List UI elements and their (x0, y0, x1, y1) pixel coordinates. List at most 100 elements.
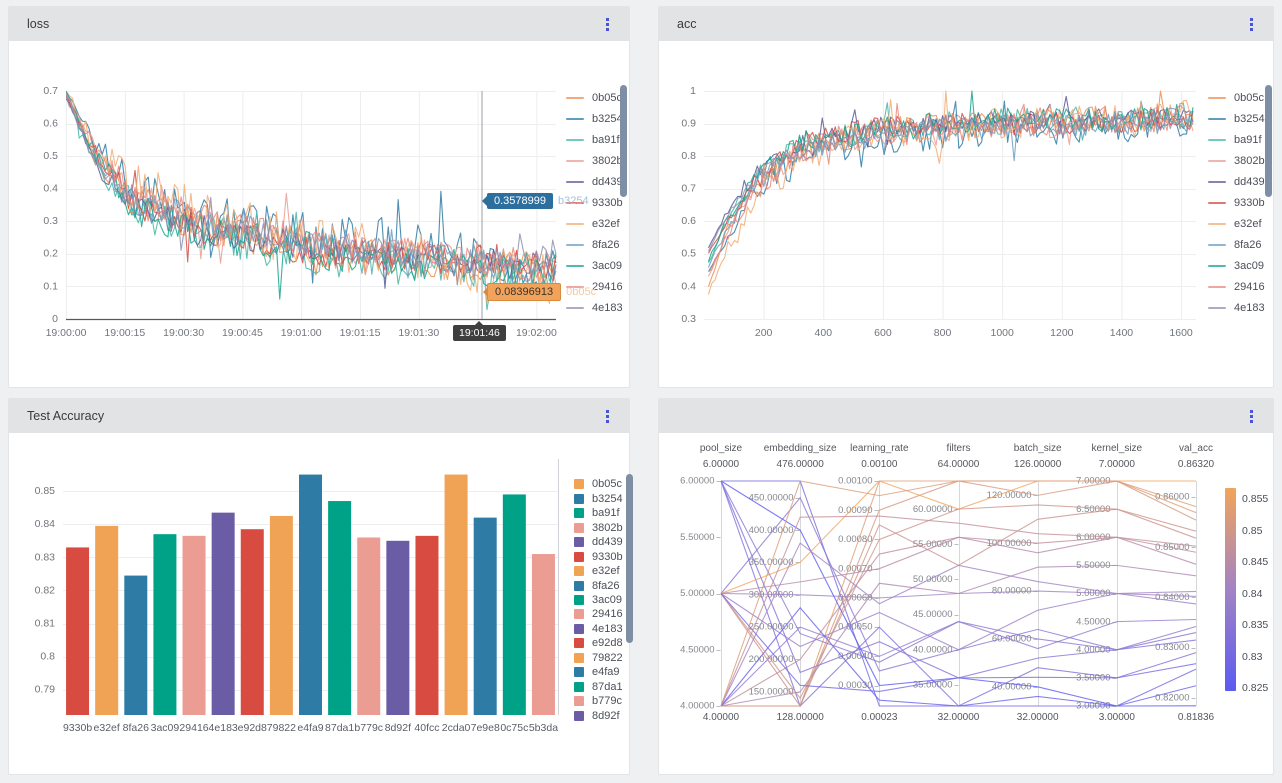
legend-swatch (566, 244, 584, 247)
panel-loss-content: 0b05c b3254 ba91f 3802b dd439 9330b e32ef 8fa26… (9, 41, 631, 389)
panel-test-accuracy-header: Test Accuracy (9, 399, 629, 433)
legend-swatch (566, 223, 584, 226)
legend-run-label: e32ef (592, 565, 620, 578)
loss-legend-scrollbar[interactable] (620, 85, 627, 197)
legend-swatch (574, 696, 584, 707)
legend-swatch (1208, 117, 1226, 120)
legend-run-label: ba91f (592, 133, 620, 146)
legend-swatch (1208, 159, 1226, 162)
test-accuracy-legend-scrollbar[interactable] (626, 474, 633, 643)
legend-run-label: 3802b (592, 521, 623, 534)
legend-item-3ac09[interactable]: 3ac09 (574, 593, 623, 607)
pc-axis-min-kernel_size: 3.00000 (1098, 712, 1135, 723)
legend-swatch (566, 159, 584, 162)
legend-item-b3254[interactable]: b3254 (574, 491, 623, 505)
hover-run-label: 0b05c (566, 286, 597, 298)
kebab-menu-icon[interactable] (602, 406, 613, 427)
panel-title: loss (27, 17, 50, 31)
panel-hparams: pool_size 6.00000 4.00000 embedding_size 476… (658, 398, 1275, 776)
legend-run-label: 29416 (592, 281, 623, 294)
legend-run-label: e4fa9 (592, 666, 620, 679)
legend-item-8fa26[interactable]: 8fa26 (566, 235, 623, 256)
colorbar-tick-label: 0.85 (1242, 524, 1263, 537)
legend-item-e32ef[interactable]: e32ef (574, 564, 623, 578)
legend-item-29416[interactable]: 29416 (566, 277, 623, 298)
legend-item-4e183[interactable]: 4e183 (574, 622, 623, 636)
legend-item-ba91f[interactable]: ba91f (574, 506, 623, 520)
legend-item-e32ef[interactable]: e32ef (566, 214, 623, 235)
legend-item-dd439[interactable]: dd439 (574, 535, 623, 549)
test-accuracy-chart-canvas[interactable] (9, 433, 631, 776)
panel-title: Test Accuracy (27, 409, 105, 423)
legend-swatch (574, 493, 584, 504)
panel-acc-header: acc (659, 7, 1273, 41)
legend-item-e32ef[interactable]: e32ef (1208, 214, 1265, 235)
legend-run-label: b3254 (592, 112, 623, 125)
legend-item-3ac09[interactable]: 3ac09 (1208, 256, 1265, 277)
legend-item-4e183[interactable]: 4e183 (566, 298, 623, 319)
legend-item-0b05c[interactable]: 0b05c (1208, 87, 1265, 108)
legend-item-b779c[interactable]: b779c (574, 694, 623, 708)
legend-run-label: 0b05c (592, 91, 622, 104)
legend-run-label: 29416 (592, 608, 623, 621)
legend-item-29416[interactable]: 29416 (1208, 277, 1265, 298)
legend-swatch (1208, 138, 1226, 141)
legend-item-8fa26[interactable]: 8fa26 (1208, 235, 1265, 256)
legend-swatch (566, 202, 584, 205)
colorbar-tick-label: 0.845 (1242, 556, 1269, 568)
parallel-coordinates-canvas[interactable] (659, 433, 1275, 776)
legend-item-ba91f[interactable]: ba91f (566, 129, 623, 150)
legend-run-label: 3ac09 (1234, 260, 1264, 273)
hover-value: 0.08396913 (482, 283, 562, 301)
legend-item-87da1[interactable]: 87da1 (574, 680, 623, 694)
pc-axis-max-val_acc: 0.86320 (1177, 459, 1215, 470)
legend-item-4e183[interactable]: 4e183 (1208, 298, 1265, 319)
legend-item-9330b[interactable]: 9330b (566, 192, 623, 213)
legend-item-29416[interactable]: 29416 (574, 607, 623, 621)
kebab-menu-icon[interactable] (1246, 406, 1257, 427)
acc-chart-canvas[interactable] (659, 41, 1275, 389)
acc-legend-scrollbar[interactable] (1265, 85, 1272, 197)
legend-item-3802b[interactable]: 3802b (566, 150, 623, 171)
legend-item-8d92f[interactable]: 8d92f (574, 709, 623, 723)
legend-swatch (1208, 96, 1226, 99)
legend-swatch (1208, 286, 1226, 289)
legend-item-e92d8[interactable]: e92d8 (574, 636, 623, 650)
panel-hparams-content: pool_size 6.00000 4.00000 embedding_size 476… (659, 433, 1275, 776)
legend-swatch (566, 96, 584, 99)
legend-item-3802b[interactable]: 3802b (1208, 150, 1265, 171)
kebab-menu-icon[interactable] (602, 14, 613, 35)
legend-item-9330b[interactable]: 9330b (574, 549, 623, 563)
legend-item-8fa26[interactable]: 8fa26 (574, 578, 623, 592)
legend-item-b3254[interactable]: b3254 (566, 108, 623, 129)
val-acc-colorbar (1225, 488, 1236, 691)
kebab-menu-icon[interactable] (1246, 14, 1257, 35)
legend-item-ba91f[interactable]: ba91f (1208, 129, 1265, 150)
legend-run-label: 8fa26 (1234, 239, 1262, 252)
pc-axis-name-pool_size: pool_size (699, 443, 743, 454)
legend-item-79822[interactable]: 79822 (574, 651, 623, 665)
legend-item-e4fa9[interactable]: e4fa9 (574, 665, 623, 679)
legend-item-3ac09[interactable]: 3ac09 (566, 256, 623, 277)
legend-swatch (574, 508, 584, 519)
legend-item-b3254[interactable]: b3254 (1208, 108, 1265, 129)
legend-item-0b05c[interactable]: 0b05c (566, 87, 623, 108)
acc-legend: 0b05c b3254 ba91f 3802b dd439 9330b e32ef 8fa26… (1208, 87, 1265, 319)
legend-item-dd439[interactable]: dd439 (566, 171, 623, 192)
legend-item-3802b[interactable]: 3802b (574, 520, 623, 534)
legend-swatch (1208, 202, 1226, 205)
legend-swatch (1208, 180, 1226, 183)
legend-run-label: 8d92f (592, 709, 620, 722)
legend-run-label: 0b05c (1234, 91, 1264, 104)
legend-item-0b05c[interactable]: 0b05c (574, 477, 623, 491)
pc-axis-max-filters: 64.00000 (937, 459, 980, 470)
panel-title: acc (677, 17, 697, 31)
pc-axis-max-embedding_size: 476.00000 (776, 459, 824, 470)
legend-run-label: 3ac09 (592, 260, 622, 273)
colorbar-tick-label: 0.855 (1242, 493, 1269, 505)
loss-chart-canvas[interactable] (9, 41, 631, 389)
panel-hparams-header (659, 399, 1273, 433)
legend-item-9330b[interactable]: 9330b (1208, 192, 1265, 213)
legend-item-dd439[interactable]: dd439 (1208, 171, 1265, 192)
